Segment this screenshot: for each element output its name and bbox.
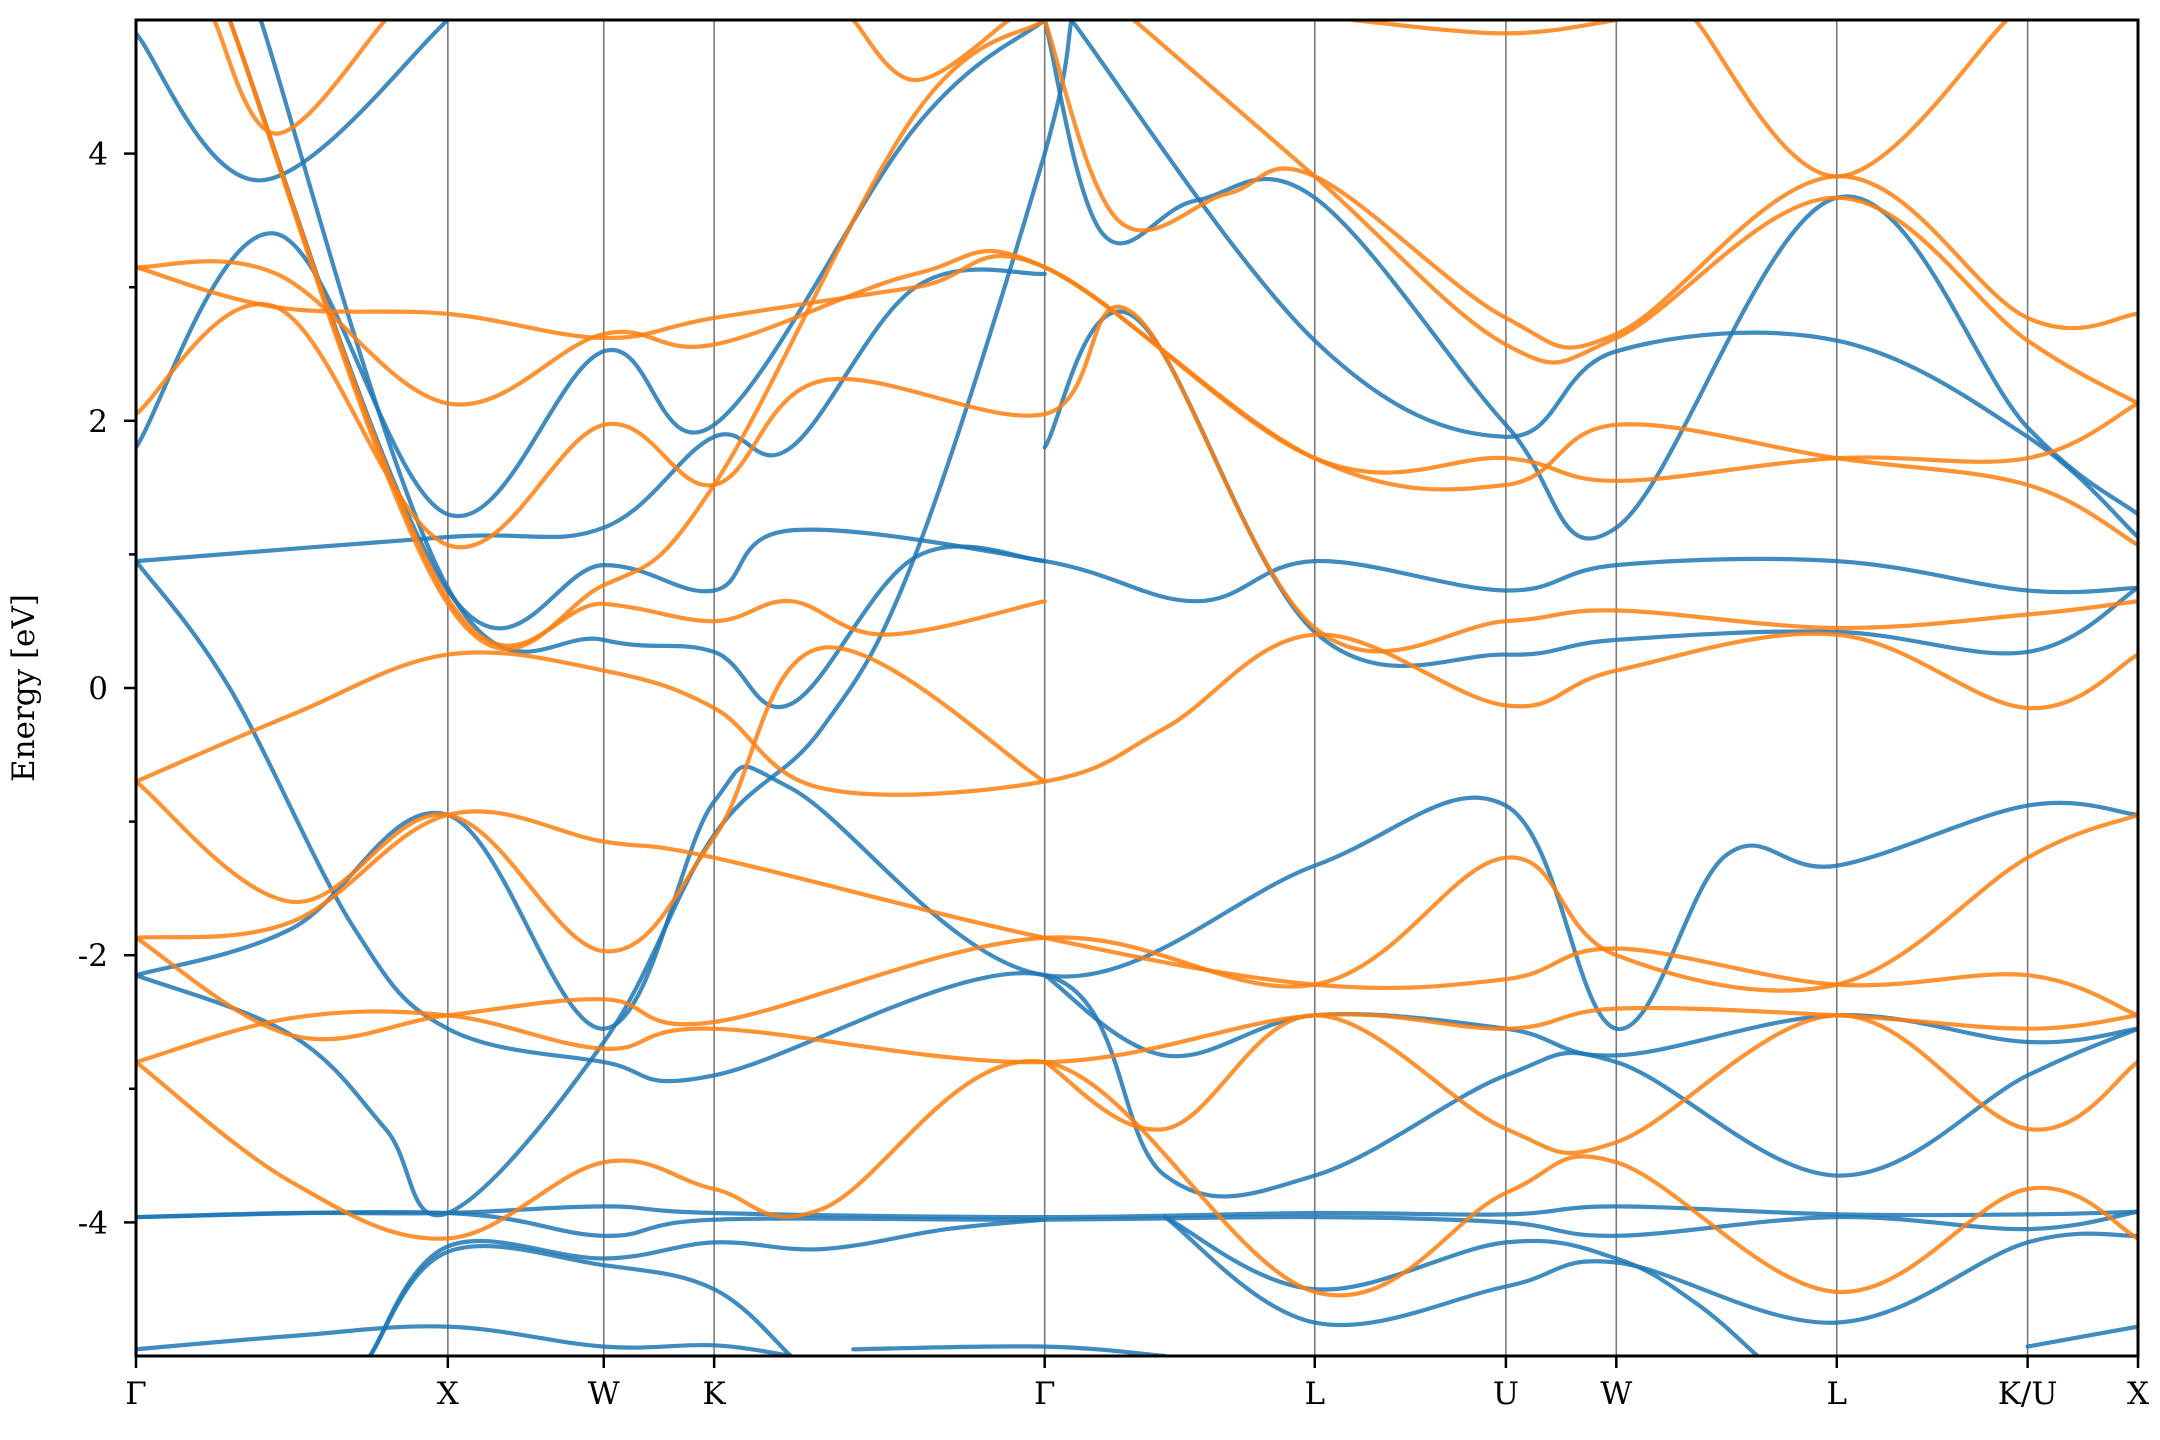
x-tick-label: Γ — [1034, 1376, 1056, 1412]
orange-band-line — [1042, 20, 2138, 350]
x-tick-label: K/U — [1998, 1376, 2058, 1412]
orange-band-line — [1131, 20, 2138, 406]
y-axis-ticks: -4 -2 0 2 4 — [78, 137, 136, 1241]
blue-band-line — [136, 1324, 793, 1356]
blue-band-line — [367, 1243, 793, 1356]
orange-band-line — [851, 20, 1012, 83]
blue-band-line — [2025, 1324, 2138, 1349]
orange-band-line — [136, 254, 2138, 483]
band-lines — [136, 20, 2138, 1356]
orange-band-line — [136, 812, 2138, 1042]
blue-band-line — [227, 20, 2138, 631]
y-axis-label: Energy [eV] — [6, 594, 42, 782]
orange-band-line — [1350, 20, 1620, 36]
blue-band-line — [1042, 973, 2138, 1059]
blue-band-line — [136, 267, 1047, 564]
blue-band-line — [136, 764, 2138, 1031]
x-tick-label: X — [2127, 1376, 2149, 1412]
blue-band-line — [136, 20, 1074, 1218]
orange-band-line — [227, 20, 1047, 651]
x-tick-label: K — [703, 1376, 727, 1412]
orange-band-line — [136, 248, 2138, 548]
blue-band-line — [136, 20, 450, 183]
blue-band-line — [1163, 1215, 2138, 1328]
orange-band-line — [211, 20, 388, 136]
blue-band-line — [851, 1344, 1168, 1356]
blue-band-line — [136, 559, 2138, 1199]
k-point-divider-lines — [447, 20, 2029, 1356]
y-tick-label: 4 — [88, 137, 108, 173]
x-axis-ticks: Γ X W K Γ L U W L K/U X — [125, 1356, 2149, 1412]
blue-band-line — [367, 1217, 1047, 1356]
plot-frame — [134, 18, 2140, 1358]
orange-band-line — [136, 302, 2138, 654]
blue-band-line — [136, 1209, 2138, 1238]
orange-band-line — [136, 809, 2138, 1018]
x-tick-label: X — [437, 1376, 459, 1412]
orange-band-line — [136, 645, 1047, 954]
orange-band-line — [1042, 1013, 2138, 1156]
x-tick-label: W — [588, 1376, 620, 1412]
x-tick-label: Γ — [125, 1376, 147, 1412]
x-tick-label: L — [1826, 1376, 1847, 1412]
orange-band-line — [136, 631, 2138, 797]
blue-band-line — [1069, 20, 2138, 540]
orange-band-line — [136, 1058, 2138, 1298]
blue-band-line — [258, 20, 1047, 709]
y-tick-label: -4 — [78, 1205, 108, 1241]
x-tick-label: W — [1600, 1376, 1632, 1412]
y-tick-label: 2 — [88, 404, 108, 440]
orange-band-line — [1693, 20, 2010, 179]
x-tick-label: L — [1304, 1376, 1325, 1412]
y-tick-label: 0 — [88, 671, 108, 707]
x-tick-label: U — [1493, 1376, 1519, 1412]
blue-band-line — [1163, 1215, 1760, 1356]
blue-band-line — [136, 20, 1047, 519]
y-tick-label: -2 — [78, 938, 108, 974]
